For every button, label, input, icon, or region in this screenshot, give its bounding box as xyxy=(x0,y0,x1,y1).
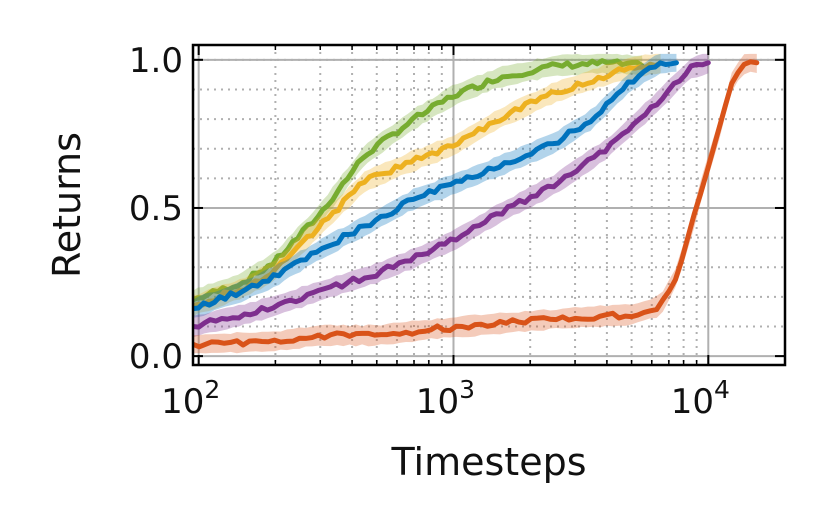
y-tick-label: 0.0 xyxy=(129,337,183,377)
x-tick-label: 104 xyxy=(671,375,730,422)
axis-ticks xyxy=(193,45,785,365)
y-tick-label: 0.5 xyxy=(129,189,183,229)
x-tick-label: 103 xyxy=(416,375,475,422)
series-band xyxy=(193,53,709,338)
series-lines xyxy=(193,53,760,354)
y-axis-title: Returns xyxy=(45,132,89,278)
series-line xyxy=(193,60,679,312)
x-axis-title: Timesteps xyxy=(391,440,587,484)
series-line xyxy=(193,60,711,330)
x-tick-label: 102 xyxy=(161,375,220,422)
series-line xyxy=(193,58,645,303)
series-line xyxy=(193,59,760,350)
plot-frame xyxy=(191,43,787,367)
series-band xyxy=(193,53,677,318)
y-tick-label: 1.0 xyxy=(129,41,183,81)
tick-labels: 102 103 104 0.0 0.5 1.0 xyxy=(129,41,730,422)
